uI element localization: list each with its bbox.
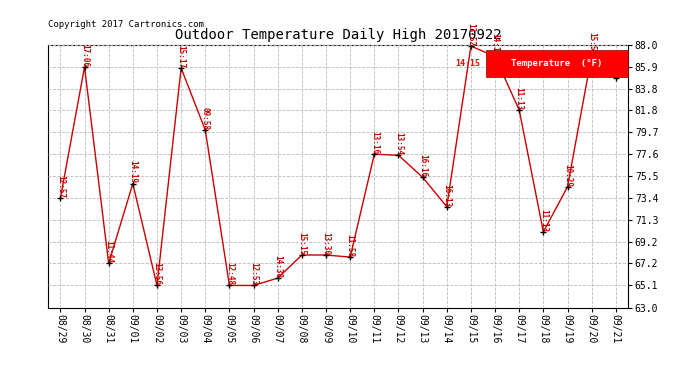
Text: 12:53: 12:53: [249, 262, 258, 285]
Text: 09:58: 09:58: [201, 107, 210, 130]
Text: 14:38: 14:38: [273, 255, 282, 278]
Text: 17:06: 17:06: [80, 44, 89, 67]
Text: 12:57: 12:57: [56, 175, 65, 198]
Text: 15:17: 15:17: [177, 45, 186, 68]
Text: 16:16: 16:16: [418, 154, 427, 177]
Text: Temperature  (°F): Temperature (°F): [511, 59, 602, 68]
Text: 13:30: 13:30: [322, 232, 331, 255]
Text: Copyright 2017 Cartronics.com: Copyright 2017 Cartronics.com: [48, 20, 204, 29]
Text: 13:52: 13:52: [466, 23, 475, 46]
FancyBboxPatch shape: [486, 50, 628, 76]
Text: 11:13: 11:13: [539, 209, 548, 232]
Text: 14:33: 14:33: [611, 54, 620, 78]
Text: 13:56: 13:56: [152, 262, 161, 285]
Text: 16:13: 16:13: [442, 184, 451, 207]
Text: 10:29: 10:29: [563, 164, 572, 187]
Text: 15:56: 15:56: [587, 32, 596, 56]
Text: 13:54: 13:54: [394, 132, 403, 155]
Text: 11:13: 11:13: [515, 87, 524, 110]
Text: 15:15: 15:15: [297, 232, 306, 255]
Title: Outdoor Temperature Daily High 20170922: Outdoor Temperature Daily High 20170922: [175, 28, 502, 42]
Text: 14:15: 14:15: [491, 33, 500, 57]
Text: 11:44: 11:44: [104, 240, 113, 263]
Text: 14:19: 14:19: [128, 160, 137, 184]
Text: 12:48: 12:48: [225, 262, 234, 285]
Text: 11:58: 11:58: [346, 234, 355, 257]
Text: 14:15: 14:15: [455, 59, 480, 68]
Text: 13:16: 13:16: [370, 131, 379, 154]
